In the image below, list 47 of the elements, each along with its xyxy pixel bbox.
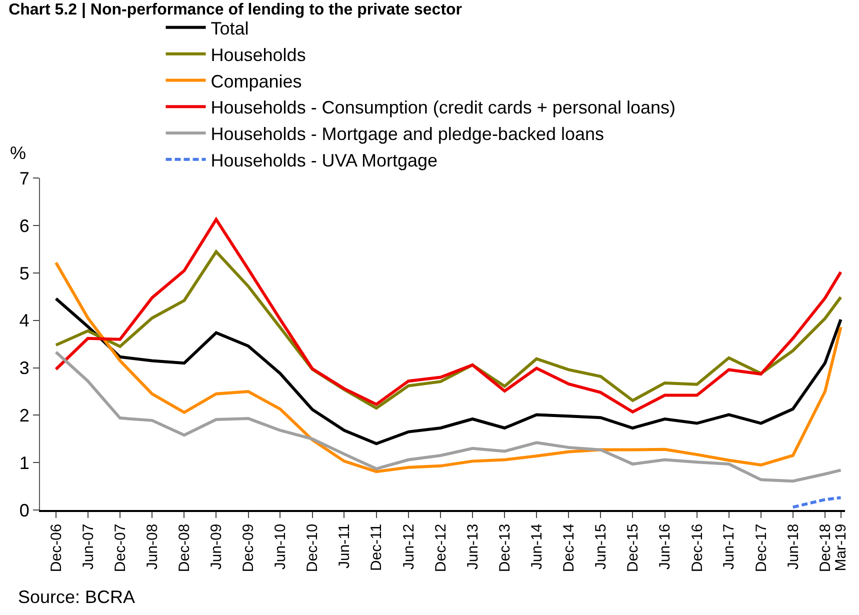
x-tick-label: Jun-10 bbox=[272, 524, 290, 570]
x-tick-label: Jun-07 bbox=[80, 524, 97, 570]
x-tick-label: Jun-11 bbox=[336, 524, 354, 569]
y-tick-label: 5 bbox=[19, 263, 30, 284]
x-tick-label: Jun-12 bbox=[400, 524, 418, 570]
y-tick-label: 0 bbox=[19, 500, 30, 520]
x-tick-label: Jun-09 bbox=[208, 524, 226, 570]
x-tick-label: Mar-19 bbox=[832, 524, 850, 572]
line-series bbox=[54, 350, 842, 483]
x-tick-label: Dec-08 bbox=[176, 524, 194, 572]
x-tick-label: Dec-06 bbox=[48, 524, 65, 572]
legend-label: Companies bbox=[210, 71, 302, 92]
x-tick-label: Jun-08 bbox=[144, 524, 161, 570]
x-tick-label: Dec-18 bbox=[816, 524, 834, 572]
x-tick-label: Dec-17 bbox=[752, 524, 770, 572]
x-tick-label: Dec-15 bbox=[624, 524, 642, 572]
x-tick-label: Jun-13 bbox=[464, 524, 482, 570]
y-tick-label: 7 bbox=[19, 168, 30, 189]
x-tick-label: Dec-11 bbox=[368, 524, 386, 571]
x-tick-label: Dec-13 bbox=[496, 524, 514, 572]
line-series bbox=[54, 218, 842, 414]
legend-label: Households - Consumption (credit cards + personal loans) bbox=[210, 98, 676, 118]
legend-label: Households bbox=[210, 44, 306, 65]
legend-label: Total bbox=[210, 18, 249, 38]
x-tick-label: Jun-14 bbox=[528, 524, 546, 570]
legend-label: Households - Mortgage and pledge-backed loans bbox=[210, 124, 604, 144]
y-tick-label: 4 bbox=[19, 310, 30, 331]
y-tick-label: 3 bbox=[19, 358, 30, 378]
x-tick-label: Jun-18 bbox=[784, 524, 802, 570]
y-axis-title: % bbox=[10, 143, 26, 163]
line-series bbox=[54, 297, 842, 446]
x-tick-label: Dec-10 bbox=[304, 524, 322, 572]
y-tick-label: 1 bbox=[19, 452, 30, 473]
line-series bbox=[54, 261, 842, 474]
x-tick-label: Jun-16 bbox=[656, 524, 674, 570]
chart-title: Chart 5.2 | Non-performance of lending to the private sector bbox=[8, 1, 462, 18]
x-tick-label: Dec-07 bbox=[112, 524, 129, 572]
x-tick-label: Jun-15 bbox=[592, 524, 610, 570]
x-tick-label: Dec-14 bbox=[560, 524, 578, 572]
x-tick-label: Dec-12 bbox=[432, 524, 450, 572]
x-tick-label: Dec-09 bbox=[240, 524, 258, 572]
x-tick-label: Dec-16 bbox=[688, 524, 706, 572]
y-tick-label: 2 bbox=[19, 406, 30, 426]
x-tick-label: Jun-17 bbox=[720, 524, 738, 570]
y-tick-label: 6 bbox=[19, 216, 30, 236]
legend-label: Households - UVA Mortgage bbox=[210, 150, 438, 170]
source-note: Source: BCRA bbox=[18, 587, 136, 607]
